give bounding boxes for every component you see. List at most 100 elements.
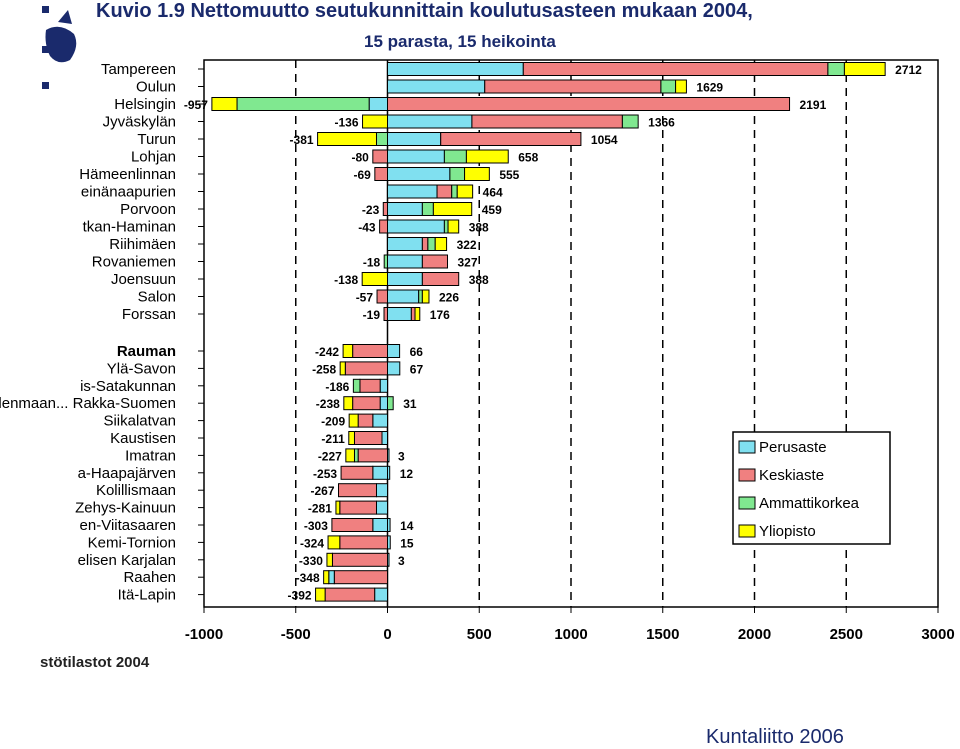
category-label: Imatran <box>125 447 176 464</box>
category-label: is-Satakunnan <box>80 378 176 395</box>
category-label: a-Haapajärven <box>78 465 176 482</box>
bar-segment <box>440 132 582 146</box>
data-label-positive: 14 <box>400 519 414 533</box>
data-label-negative: -324 <box>300 536 324 550</box>
category-label: Tampereen <box>101 61 176 78</box>
data-label-negative: -186 <box>325 380 349 394</box>
bar-segment <box>361 272 389 286</box>
legend-label: Keskiaste <box>759 467 824 484</box>
bar-segment <box>379 396 389 411</box>
category-label: Rauman <box>117 343 176 360</box>
bar-segment <box>387 307 412 321</box>
category-label: Raahen <box>123 569 176 586</box>
data-label-negative: -267 <box>310 484 334 498</box>
x-tick-label: 2000 <box>738 626 771 643</box>
data-label-positive: 66 <box>410 345 424 359</box>
bar-segment <box>421 289 430 304</box>
data-label-positive: 2191 <box>800 98 827 112</box>
bar-segment <box>410 307 416 321</box>
bar-segment <box>418 289 423 304</box>
data-label-negative: -136 <box>335 116 359 130</box>
bar-segment <box>211 97 238 111</box>
bar-segment <box>484 79 662 94</box>
bar-segment <box>340 465 374 480</box>
bar-segment <box>372 413 389 428</box>
data-label-negative: -18 <box>363 256 381 270</box>
data-label-negative: -138 <box>334 273 358 287</box>
bar-segment <box>421 202 434 216</box>
data-label-positive: 176 <box>430 308 450 322</box>
data-label-positive: 3 <box>398 554 405 568</box>
bar-segment <box>387 132 442 146</box>
bar-segment <box>465 149 509 164</box>
category-label: tkan-Haminan <box>83 219 176 236</box>
bar-segment <box>387 361 401 376</box>
x-tick-label: 1500 <box>646 626 679 643</box>
bar-segment <box>387 237 423 251</box>
bar-segment <box>352 378 361 393</box>
data-label-positive: 3 <box>398 449 405 463</box>
data-label-negative: -19 <box>363 308 381 322</box>
data-label-negative: -43 <box>358 221 376 235</box>
bar-segment <box>387 344 401 358</box>
data-label-negative: -211 <box>321 432 345 446</box>
bar-segment <box>324 587 376 602</box>
bar-segment <box>339 535 389 550</box>
bar-segment <box>522 62 829 76</box>
data-label-negative: -23 <box>362 203 380 217</box>
category-label: Itä-Lapin <box>118 587 176 604</box>
category-label: Porvoon <box>120 201 176 218</box>
x-tick-label: 0 <box>383 626 391 643</box>
bar-segment <box>443 219 449 234</box>
category-label: elisen Karjalan <box>78 552 176 569</box>
bar-segment <box>843 62 886 76</box>
bar-segment <box>421 272 460 286</box>
bar-segment <box>372 465 389 480</box>
legend-swatch <box>738 468 756 482</box>
bar-segment <box>387 114 473 129</box>
x-tick-label: 3000 <box>921 626 954 643</box>
legend-label: Yliopisto <box>759 523 816 540</box>
data-label-positive: 459 <box>482 203 502 217</box>
credit: Kuntaliitto 2006 <box>706 726 844 748</box>
bar-segment <box>464 167 490 181</box>
x-tick-label: 500 <box>467 626 492 643</box>
bar-segment <box>447 219 460 234</box>
data-label-positive: 388 <box>469 273 489 287</box>
bar-segment <box>374 587 388 602</box>
data-label-negative: -242 <box>315 345 339 359</box>
data-label-positive: 15 <box>400 536 414 550</box>
bar-segment <box>344 361 389 376</box>
x-tick-label: 1000 <box>554 626 587 643</box>
category-label: Oulun <box>136 79 176 96</box>
bar-segment <box>328 570 335 585</box>
bar-segment <box>421 237 429 251</box>
bar-segment <box>339 500 377 515</box>
data-label-negative: -209 <box>321 415 345 429</box>
category-label: Itä-Uudenmaan... Rakka-Suomen <box>0 395 176 412</box>
legend-swatch <box>738 524 756 538</box>
category-label: Lohjan <box>131 149 176 166</box>
bar-segment <box>368 97 388 111</box>
bar-segment <box>372 149 389 164</box>
bar-segment <box>335 500 341 515</box>
category-label: en-Viitasaaren <box>80 517 176 534</box>
category-label: Rovaniemen <box>92 254 176 271</box>
data-label-negative: -381 <box>290 133 314 147</box>
bar-segment <box>357 448 389 463</box>
x-tick-label: -500 <box>281 626 311 643</box>
data-label-negative: -69 <box>353 168 371 182</box>
bar-segment <box>357 413 374 428</box>
data-label-positive: 464 <box>483 186 503 200</box>
bar-segment <box>353 448 359 463</box>
bar-segment <box>342 344 354 358</box>
bar-segment <box>387 149 445 164</box>
bar-segment <box>660 79 677 94</box>
category-label: Salon <box>138 289 176 306</box>
bar-segment <box>375 500 388 515</box>
category-label: Kemi-Tornion <box>88 534 176 551</box>
bar-segment <box>333 570 389 585</box>
bar-segment <box>675 79 687 94</box>
bar-segment <box>456 184 474 199</box>
bar-segment <box>427 237 436 251</box>
